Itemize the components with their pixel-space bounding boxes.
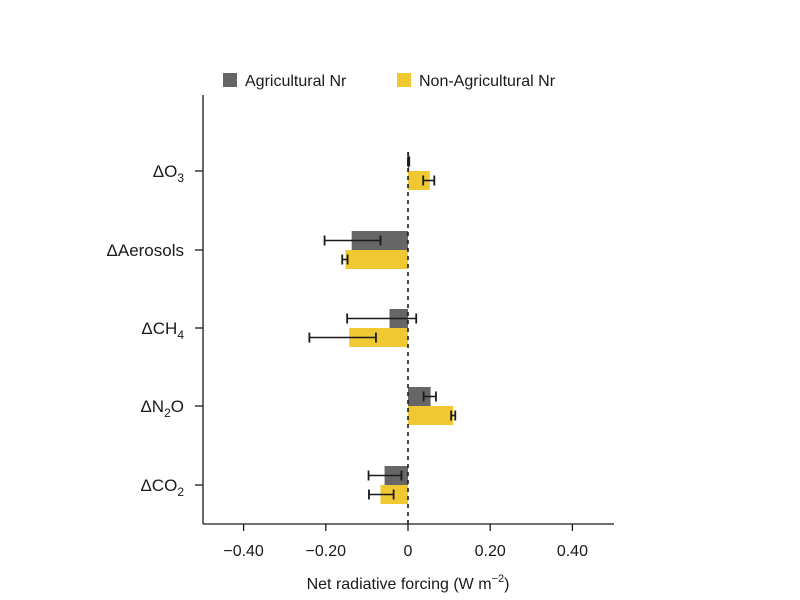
x-ticks: −0.40 −0.20 0 0.20 0.40 [223,524,588,560]
x-axis-title: Net radiative forcing (W m−2) [307,573,510,593]
error-bar-1-2 [308,332,377,343]
bar-non-agricultural-0 [408,171,430,190]
category-label-tail: O [171,397,184,416]
category-label: ΔN2O [140,397,184,420]
bar-non-agricultural-3 [408,406,454,425]
x-tick-label: 0.20 [475,543,506,560]
category-label-main: ΔAerosols [107,241,185,260]
x-tick-label: 0 [404,543,413,560]
bar-non-agricultural-1 [345,250,408,269]
x-axis-title-sup: −2 [492,573,505,585]
legend: Agricultural Nr Non-Agricultural Nr [223,73,556,90]
category-label: ΔAerosols [107,241,185,260]
error-bar-0-1 [323,235,382,246]
category-label-main: ΔCO [140,476,177,495]
category-label-main: ΔN [140,397,164,416]
category-label: ΔCO2 [140,476,184,499]
error-bar-0-3 [422,391,437,402]
x-tick-label: 0.40 [557,543,588,560]
category-label-main: ΔO [153,162,178,181]
x-axis-title-main: Net radiative forcing (W m [307,576,492,593]
category-label-sub: 3 [177,171,184,185]
error-bar-1-4 [368,489,395,500]
x-axis-title-close: ) [504,576,509,593]
category-label: ΔO3 [153,162,185,185]
bar-non-agricultural-2 [349,328,408,347]
error-bar-1-1 [341,254,349,265]
error-bar-0-2 [346,313,418,324]
category-label-sub: 2 [164,406,171,420]
x-tick-label: −0.20 [306,543,347,560]
legend-swatch-0 [223,73,237,87]
error-bar-1-3 [450,410,457,421]
chart-panel [88,28,800,600]
error-bar-0-4 [367,470,403,481]
category-label-sub: 2 [177,485,184,499]
x-tick-label: −0.40 [223,543,264,560]
legend-label-0: Agricultural Nr [245,73,347,90]
category-label-main: ΔCH [141,319,177,338]
error-bar-1-0 [422,175,436,186]
legend-label-1: Non-Agricultural Nr [419,73,556,90]
legend-swatch-1 [397,73,411,87]
error-bars-layer [308,156,457,500]
bar-agricultural-3 [408,387,431,406]
category-label-sub: 4 [177,328,184,342]
category-label: ΔCH4 [141,319,184,342]
